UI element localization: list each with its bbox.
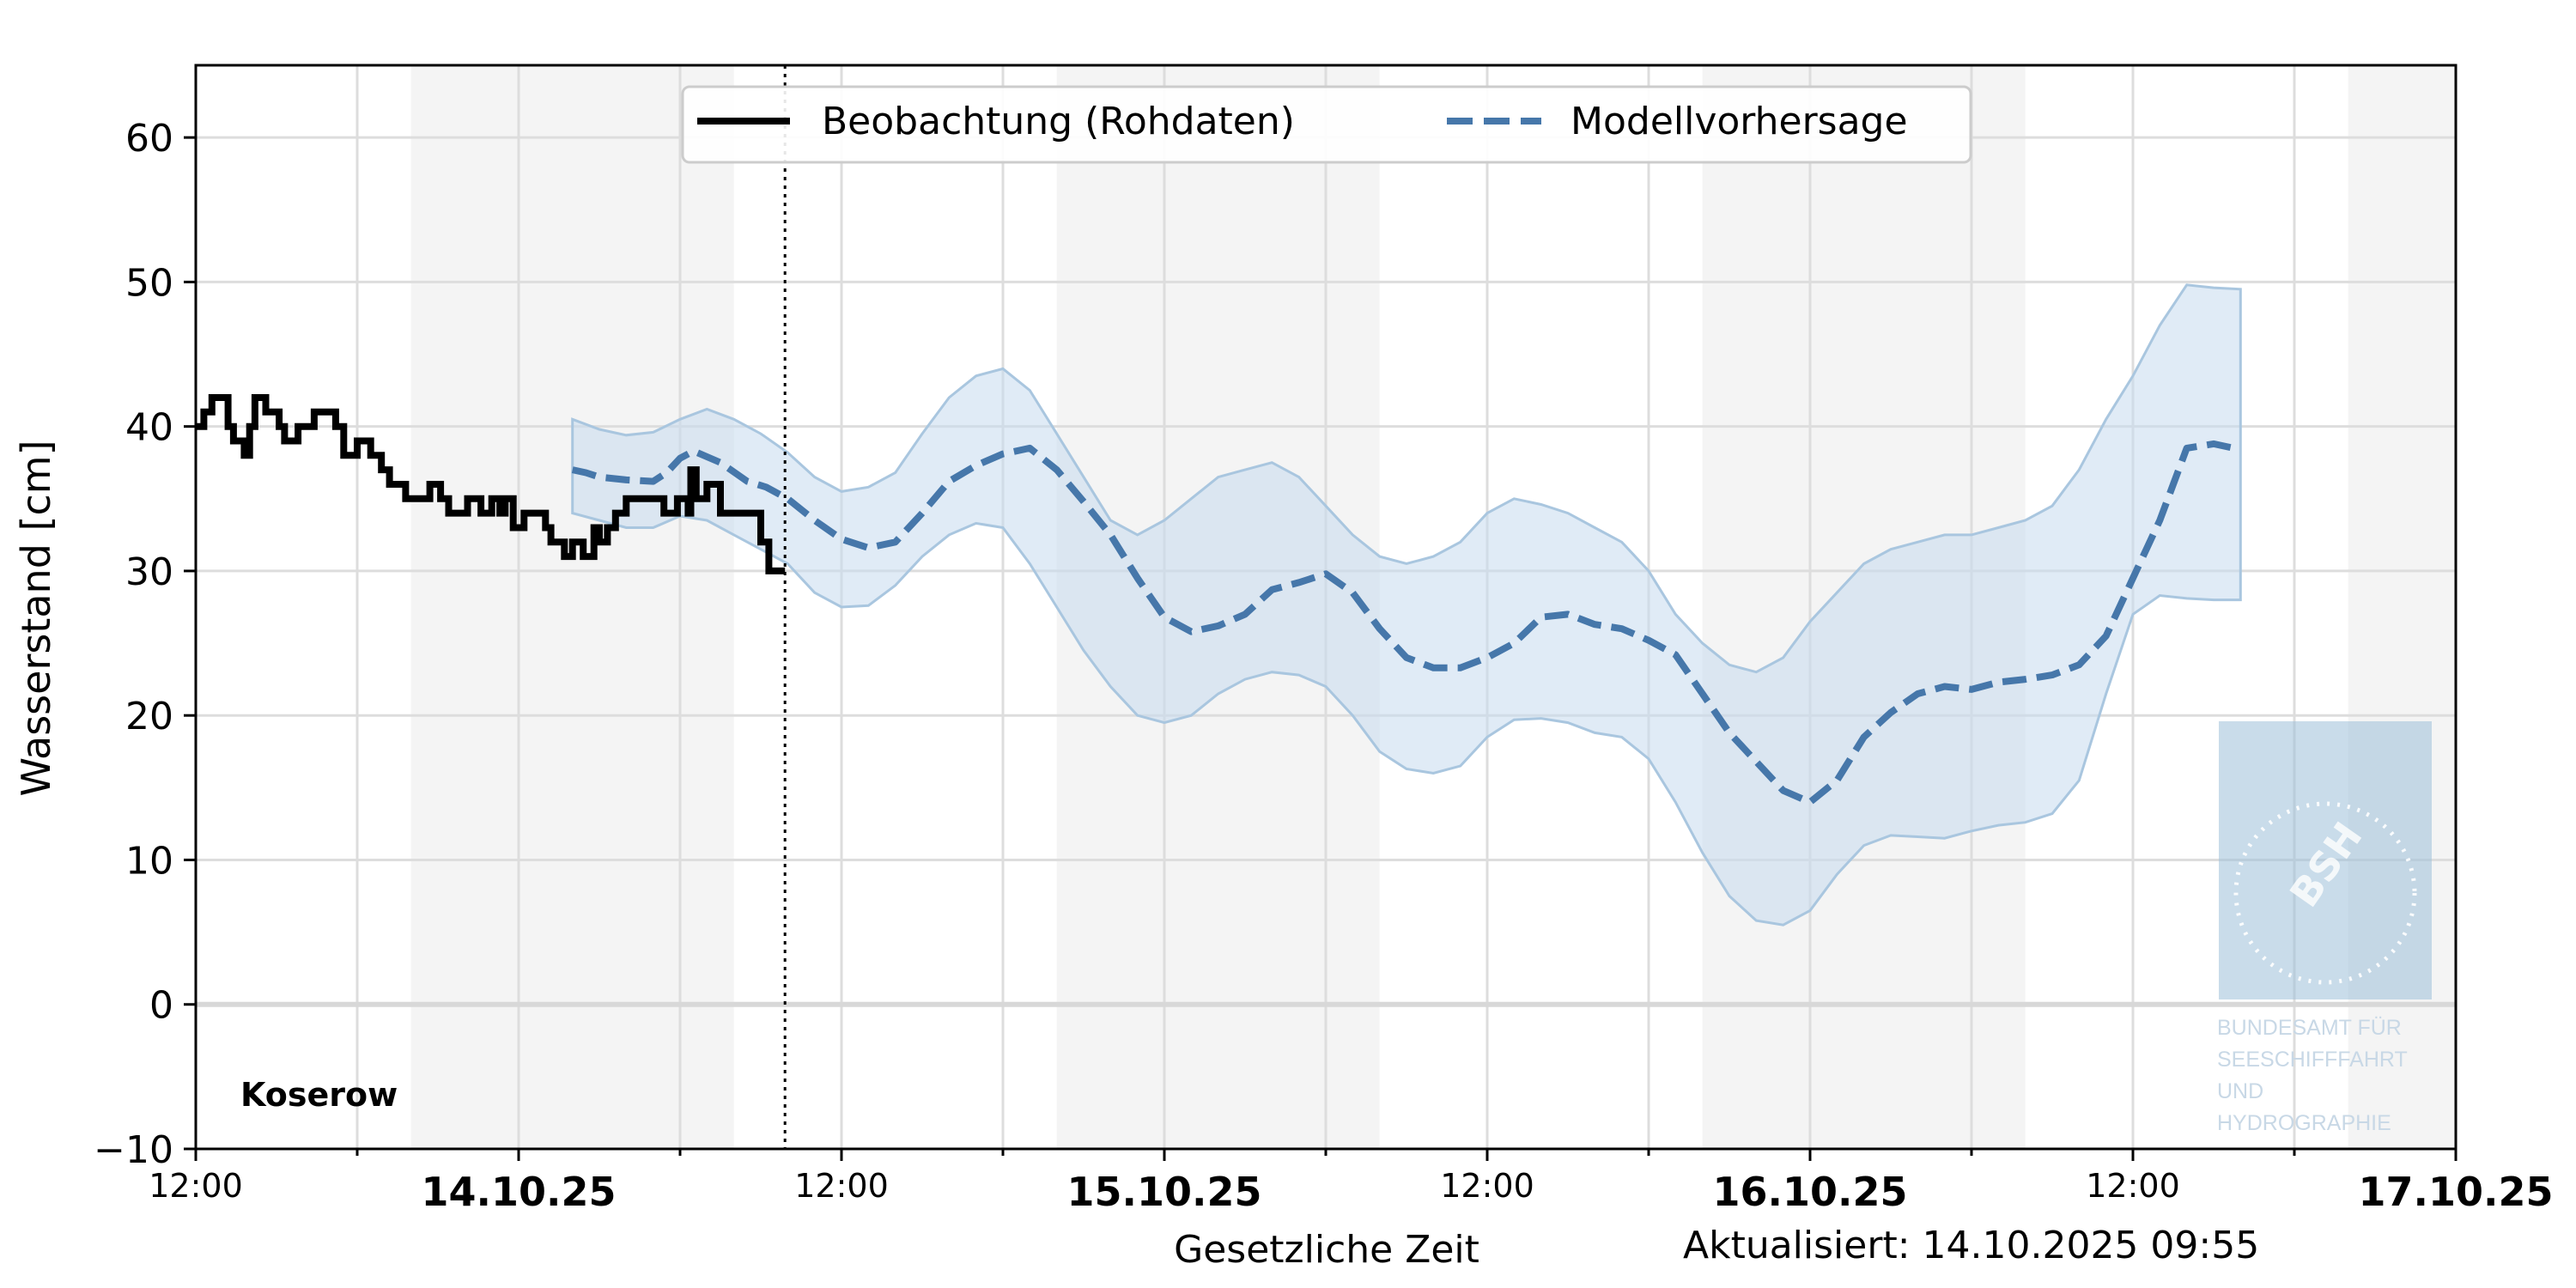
x-tick-label: 12:00 [794, 1167, 889, 1205]
bsh-watermark: BSH BUNDESAMT FÜR SEESCHIFFFAHRT UND HYD… [2217, 721, 2432, 1135]
x-tick-label: 16.10.25 [1713, 1169, 1908, 1215]
y-tick-label: 10 [125, 839, 173, 883]
y-tick-label: 50 [125, 261, 173, 305]
x-tick-label: 12:00 [149, 1167, 243, 1205]
series-group [196, 394, 2242, 806]
legend-box [681, 85, 1972, 164]
updated-timestamp: Aktualisiert: 14.10.2025 09:55 [1683, 1224, 2259, 1267]
y-tick-label: 60 [125, 117, 173, 161]
uncertainty-band [571, 283, 2242, 927]
series-observation-line [196, 394, 786, 574]
legend: Beobachtung (Rohdaten) Modellvorhersage [681, 85, 1972, 164]
x-tick-label: 12:00 [1440, 1167, 1534, 1205]
legend-label-forecast: Modellvorhersage [1571, 100, 1908, 143]
y-axis-title: Wasserstand [cm] [13, 440, 59, 796]
watermark-seal-ring [2233, 801, 2417, 985]
watermark-line-4: HYDROGRAPHIE [2217, 1111, 2391, 1135]
legend-label-observation: Beobachtung (Rohdaten) [822, 100, 1295, 143]
x-tick-label: 14.10.25 [422, 1169, 617, 1215]
watermark-line-3: UND [2217, 1079, 2263, 1103]
watermark-box [2219, 721, 2432, 999]
y-tick-label: −10 [94, 1128, 173, 1172]
series-forecast-line [571, 440, 2242, 806]
y-tick-label: 0 [149, 984, 173, 1028]
x-tick-label: 12:00 [2086, 1167, 2180, 1205]
night-band-0 [410, 65, 734, 1149]
watermark-line-2: SEESCHIFFFAHRT [2217, 1048, 2408, 1072]
x-tick-label: 15.10.25 [1067, 1169, 1262, 1215]
uncertainty-band-group [571, 283, 2242, 927]
y-tick-label: 20 [125, 695, 173, 738]
y-tick-label: 30 [125, 550, 173, 594]
y-tick-label: 40 [125, 406, 173, 450]
x-axis-title: Gesetzliche Zeit [1174, 1228, 1479, 1272]
tick-labels: −10 0 10 20 30 40 50 60 12:00 14.10.25 12:00 15.10.… [94, 117, 2553, 1215]
x-tick-label: 17.10.25 [2359, 1169, 2554, 1215]
axes-group [184, 64, 2458, 1161]
station-label: Koserow [240, 1076, 398, 1114]
watermark-line-1: BUNDESAMT FÜR [2217, 1016, 2402, 1040]
